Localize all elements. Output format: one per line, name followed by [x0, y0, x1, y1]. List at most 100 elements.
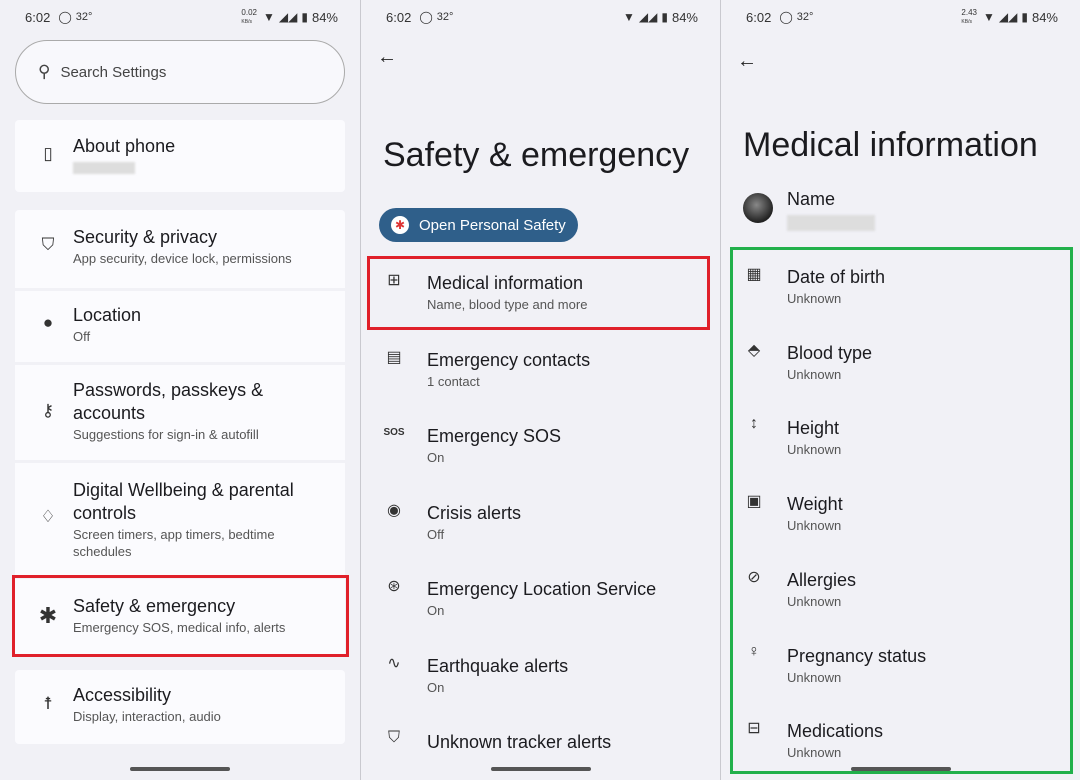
- item-title: Crisis alerts: [427, 502, 522, 523]
- temperature: 32°: [796, 11, 814, 23]
- redacted-name: [787, 215, 875, 231]
- phone-info-icon: ▯: [43, 144, 53, 163]
- item-title: Weight: [787, 494, 843, 515]
- temperature: 32°: [75, 11, 93, 23]
- scale-icon: ▣: [746, 493, 762, 511]
- item-title: Passwords, passkeys & accounts: [73, 380, 264, 423]
- settings-item-passwords[interactable]: ⚷ Passwords, passkeys & accounts Suggestio…: [15, 362, 345, 458]
- status-bar: 6:02 ◯ 32° ▼ ◢◢ ▮ 84%: [386, 8, 698, 26]
- highlight-box: [367, 256, 710, 330]
- about-phone-card[interactable]: ▯ About phone: [15, 120, 345, 192]
- item-subtitle: Name, blood type and more: [427, 297, 588, 312]
- item-title: Digital Wellbeing & parental controls: [73, 480, 294, 523]
- item-subtitle: Unknown: [787, 593, 842, 609]
- item-subtitle: Screen timers, app timers, bedtime sched…: [73, 527, 275, 559]
- about-title: About phone: [73, 136, 176, 156]
- search-placeholder: Search Settings: [60, 63, 167, 81]
- settings-item-location[interactable]: ● Location Off: [15, 288, 345, 360]
- redacted-model: [73, 162, 135, 174]
- clock: 6:02: [386, 9, 412, 25]
- signal-icon: ◢◢: [638, 10, 658, 24]
- item-title: Blood type: [787, 342, 873, 363]
- list-item[interactable]: ♀ Pregnancy status Unknown: [721, 631, 1080, 707]
- settings-item-wellbeing[interactable]: ♢ Digital Wellbeing & parental controls Sc…: [15, 460, 345, 570]
- list-item[interactable]: ⬘ Blood type Unknown: [721, 328, 1080, 404]
- battery-level: 84%: [671, 9, 698, 25]
- list-item[interactable]: ∿ Earthquake alerts On: [361, 641, 720, 718]
- list-item[interactable]: ⊞ Medical information Name, blood type and…: [361, 258, 720, 335]
- signal-icon: ◢◢: [998, 10, 1018, 24]
- battery-icon: ▮: [301, 10, 308, 24]
- battery-level: 84%: [1031, 9, 1058, 25]
- list-item[interactable]: ⊟ Medications Unknown: [721, 706, 1080, 780]
- item-title: Earthquake alerts: [427, 655, 569, 676]
- signal-icon: ◢◢: [278, 10, 298, 24]
- list-item[interactable]: ↕ Height Unknown: [721, 403, 1080, 479]
- shield-icon: ⛉: [41, 235, 55, 254]
- list-item[interactable]: ▤ Emergency contacts 1 contact: [361, 335, 720, 412]
- back-arrow-icon[interactable]: ←: [377, 46, 397, 68]
- item-subtitle: Off: [427, 526, 445, 542]
- item-subtitle: Unknown: [787, 291, 842, 306]
- blood-drop-icon: ⬘: [747, 341, 761, 359]
- clock: 6:02: [25, 9, 51, 25]
- key-icon: ⚷: [41, 401, 55, 420]
- list-item[interactable]: ⊛ Emergency Location Service On: [361, 564, 720, 641]
- calendar-icon: ▦: [746, 266, 762, 283]
- button-label: Open Personal Safety: [419, 216, 566, 234]
- gesture-handle: [491, 767, 591, 771]
- search-input[interactable]: ⚲ Search Settings: [15, 40, 345, 104]
- wifi-icon: ▼: [623, 10, 635, 24]
- search-icon: ⚲: [38, 62, 51, 81]
- back-arrow-icon[interactable]: ←: [737, 50, 757, 72]
- avatar: [743, 193, 773, 223]
- highlight-box: [730, 247, 1073, 774]
- whatsapp-icon: ◯: [779, 10, 793, 24]
- asterisk-icon: ✱: [38, 603, 58, 628]
- item-subtitle: Unknown: [787, 669, 842, 685]
- item-title: Emergency contacts: [427, 349, 591, 370]
- list-item[interactable]: SOS Emergency SOS On: [361, 411, 720, 488]
- item-title: Pregnancy status: [787, 645, 927, 666]
- item-subtitle: 1 contact: [427, 373, 480, 389]
- medical-id-icon: ⊞: [387, 272, 401, 289]
- item-title: Date of birth: [787, 267, 886, 287]
- medication-icon: ⊟: [747, 720, 761, 738]
- item-title: Height: [787, 418, 840, 439]
- item-title: Allergies: [787, 569, 857, 590]
- crisis-alert-icon: ◉: [387, 501, 401, 519]
- settings-item-security[interactable]: ⛉ Security & privacy App security, device …: [15, 210, 345, 284]
- clock: 6:02: [746, 9, 772, 25]
- item-title: Emergency Location Service: [427, 579, 657, 599]
- sos-icon: SOS: [383, 427, 405, 438]
- battery-level: 84%: [311, 9, 338, 25]
- item-subtitle: Unknown: [787, 745, 842, 761]
- wifi-icon: ▼: [263, 10, 275, 24]
- item-subtitle: On: [427, 679, 445, 695]
- item-title: Unknown tracker alerts: [427, 732, 612, 752]
- item-subtitle: Display, interaction, audio: [73, 709, 221, 724]
- list-item[interactable]: ⛉ Unknown tracker alerts: [361, 717, 720, 780]
- tracker-shield-icon: ⛉: [387, 729, 400, 746]
- page-title: Safety & emergency: [383, 136, 690, 174]
- list-item[interactable]: ⊘ Allergies Unknown: [721, 555, 1080, 631]
- settings-item-accessibility[interactable]: ☨ Accessibility Display, interaction, audi…: [15, 670, 345, 744]
- item-subtitle: Unknown: [787, 366, 842, 382]
- battery-icon: ▮: [1021, 10, 1028, 24]
- gesture-handle: [851, 767, 951, 771]
- item-title: Safety & emergency: [73, 596, 236, 616]
- wifi-icon: ▼: [983, 10, 995, 24]
- settings-item-safety[interactable]: ✱ Safety & emergency Emergency SOS, medica…: [15, 576, 345, 656]
- status-bar: 6:02 ◯ 32° 0.02 KB/s ▼ ◢◢ ▮ 84%: [25, 8, 338, 26]
- list-item[interactable]: ▦ Date of birth Unknown: [721, 252, 1080, 328]
- contact-card-icon: ▤: [386, 348, 402, 366]
- item-subtitle: Unknown: [787, 518, 842, 534]
- item-title: Security & privacy: [73, 227, 218, 247]
- temperature: 32°: [436, 11, 454, 23]
- net-speed: 2.43 KB/s: [961, 7, 977, 25]
- item-subtitle: Unknown: [787, 442, 842, 458]
- medical-info-screen: 6:02 ◯ 32° 2.43 KB/s ▼ ◢◢ ▮ 84% ← Medical…: [720, 0, 1080, 780]
- list-item[interactable]: ▣ Weight Unknown: [721, 479, 1080, 555]
- open-personal-safety-button[interactable]: ✱ Open Personal Safety: [379, 208, 578, 242]
- list-item[interactable]: ◉ Crisis alerts Off: [361, 488, 720, 565]
